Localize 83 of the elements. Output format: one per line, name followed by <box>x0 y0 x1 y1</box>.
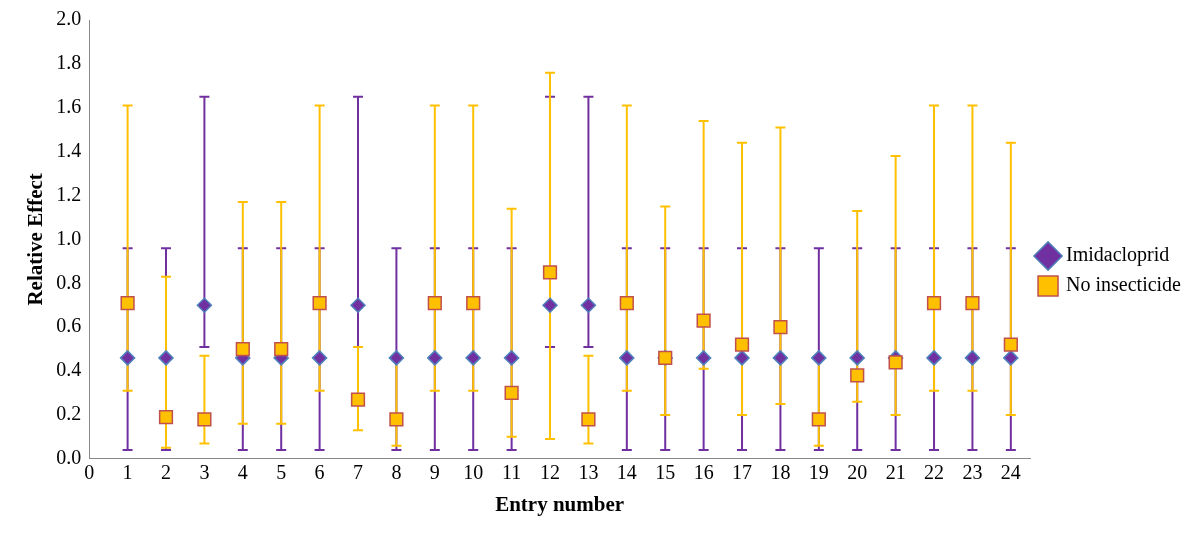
point <box>427 295 442 311</box>
point <box>427 350 443 366</box>
point <box>1003 337 1018 352</box>
point <box>504 385 519 401</box>
point <box>503 350 520 366</box>
point <box>120 295 135 311</box>
point <box>274 341 289 357</box>
point <box>850 368 865 383</box>
x-tick-label: 8 <box>391 461 402 484</box>
x-tick-label: 19 <box>808 461 829 484</box>
x-tick-label: 11 <box>501 461 522 484</box>
point <box>350 392 366 407</box>
y-tick-label: 1.4 <box>56 138 82 161</box>
x-tick-label: 5 <box>276 461 287 484</box>
legend-label: No insecticide <box>1066 273 1182 296</box>
y-tick-label: 2.0 <box>56 7 82 30</box>
point <box>811 350 827 366</box>
point <box>926 295 942 311</box>
x-tick-label: 18 <box>770 461 791 484</box>
point <box>734 350 750 366</box>
x-tick-label: 6 <box>314 461 325 484</box>
x-tick-label: 0 <box>84 461 95 484</box>
y-tick-label: 0.2 <box>56 402 82 425</box>
x-tick-label: 24 <box>1000 461 1021 484</box>
x-tick-label: 12 <box>540 461 561 484</box>
point <box>311 350 328 366</box>
point <box>580 297 597 313</box>
y-tick-label: 0.0 <box>56 446 82 469</box>
point <box>158 350 174 366</box>
x-tick-label: 1 <box>122 461 133 484</box>
point <box>734 337 750 352</box>
point <box>389 412 404 427</box>
point <box>119 350 136 366</box>
point <box>388 350 405 366</box>
y-tick-label: 0.6 <box>56 314 82 337</box>
x-tick-label: 10 <box>463 461 484 484</box>
point <box>465 350 481 366</box>
point <box>888 355 903 370</box>
point <box>773 320 788 335</box>
x-tick-label: 16 <box>693 461 714 484</box>
legend-label: Imidacloprid <box>1066 243 1170 267</box>
y-tick-label: 1.0 <box>56 226 82 249</box>
point <box>696 313 711 328</box>
x-tick-label: 9 <box>429 461 440 484</box>
x-tick-label: 22 <box>924 461 945 484</box>
x-tick-label: 2 <box>161 461 171 484</box>
point <box>197 412 212 427</box>
y-axis-title: Relative Effect <box>23 173 48 306</box>
y-tick-label: 0.8 <box>56 270 82 293</box>
point <box>466 295 481 311</box>
point <box>964 350 981 366</box>
point <box>1003 350 1019 366</box>
point <box>158 410 174 425</box>
x-tick-label: 7 <box>353 461 364 484</box>
point <box>350 297 366 313</box>
point <box>619 350 635 366</box>
point <box>235 341 250 357</box>
y-tick-label: 1.2 <box>56 182 82 205</box>
point <box>581 412 596 427</box>
point <box>196 297 213 313</box>
point <box>965 295 980 311</box>
x-tick-label: 21 <box>885 461 906 484</box>
x-tick-label: 13 <box>578 461 599 484</box>
x-tick-label: 3 <box>199 461 210 484</box>
x-tick-label: 17 <box>732 461 753 484</box>
point <box>695 350 712 366</box>
point <box>849 350 865 366</box>
point <box>542 297 558 313</box>
point <box>619 295 634 311</box>
x-axis-title: Entry number <box>495 491 625 516</box>
x-tick-label: 4 <box>237 461 248 484</box>
x-tick-label: 23 <box>962 461 983 484</box>
y-tick-label: 0.4 <box>56 358 82 381</box>
point <box>312 295 327 311</box>
point <box>926 350 942 366</box>
x-tick-label: 14 <box>616 461 637 484</box>
x-tick-label: 20 <box>847 461 868 484</box>
y-tick-label: 1.6 <box>56 95 82 118</box>
point <box>542 265 558 280</box>
y-tick-label: 1.8 <box>56 51 82 74</box>
point <box>811 412 826 427</box>
point <box>772 350 789 366</box>
x-tick-label: 15 <box>655 461 676 484</box>
